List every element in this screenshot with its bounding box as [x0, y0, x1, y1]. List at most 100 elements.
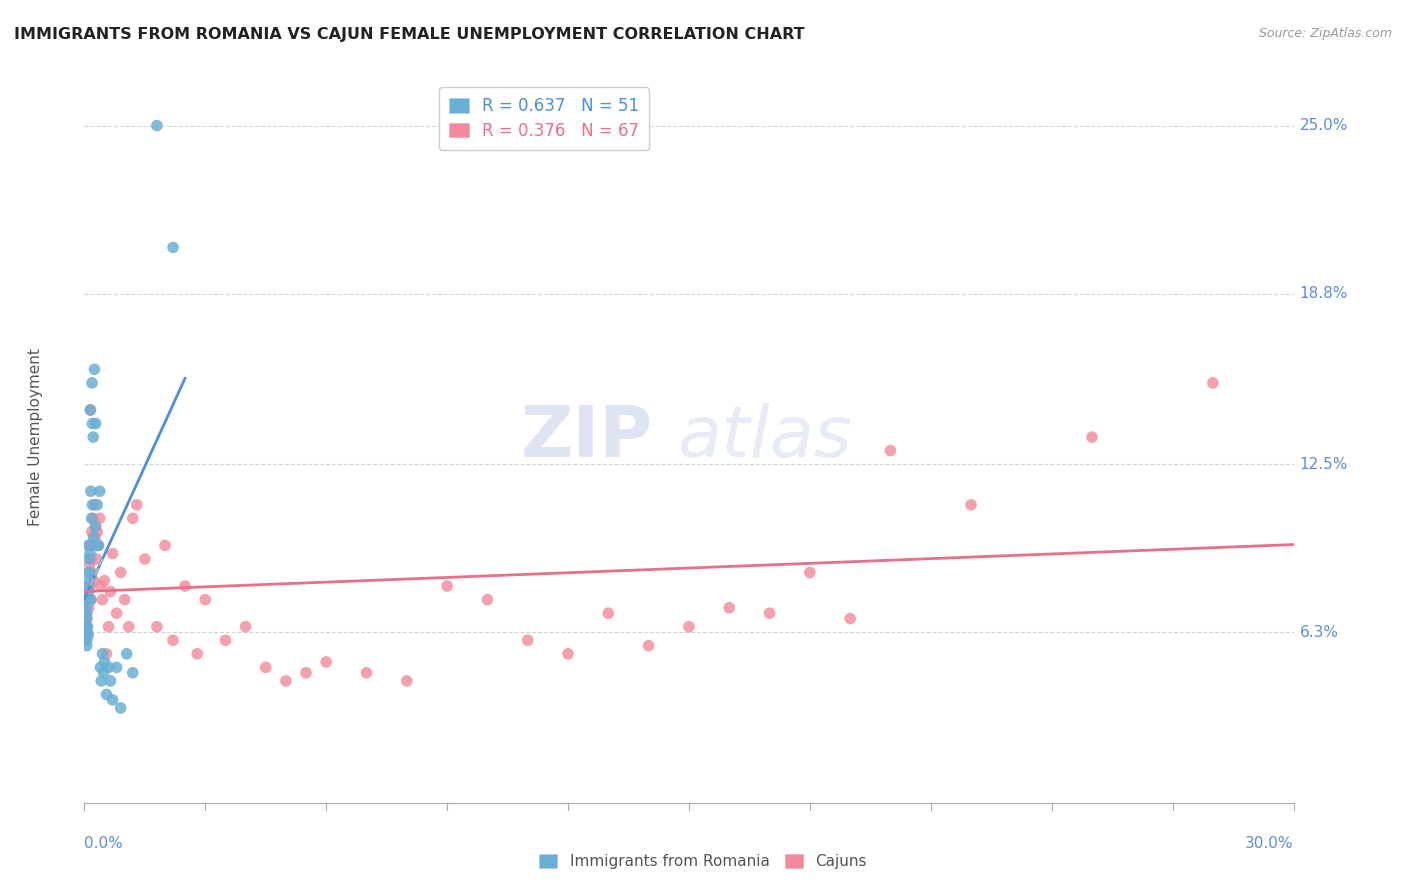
Point: [235, 620, 257, 634]
Point: [97, 660, 120, 674]
Point: [134, 552, 156, 566]
Point: [80, 511, 103, 525]
Point: [93, 574, 115, 588]
Point: [79, 403, 101, 417]
Text: ZIP: ZIP: [520, 402, 652, 472]
Point: [84, 530, 107, 544]
Point: [84, 519, 107, 533]
Point: [678, 620, 700, 634]
Point: [75, 620, 97, 634]
Point: [82, 417, 104, 431]
Point: [315, 655, 337, 669]
Point: [89, 579, 111, 593]
Point: [356, 665, 378, 680]
Point: [162, 240, 184, 254]
Point: [96, 688, 118, 702]
Point: [274, 673, 297, 688]
Point: [93, 655, 115, 669]
Legend: Immigrants from Romania, Cajuns: Immigrants from Romania, Cajuns: [533, 848, 873, 875]
Text: 6.3%: 6.3%: [1299, 624, 1339, 640]
Point: [110, 566, 132, 580]
Point: [80, 592, 103, 607]
Point: [79, 403, 101, 417]
Point: [75, 600, 97, 615]
Point: [637, 639, 659, 653]
Text: 12.5%: 12.5%: [1299, 457, 1348, 472]
Point: [76, 611, 98, 625]
Point: [799, 566, 821, 580]
Point: [598, 606, 620, 620]
Point: [75, 611, 97, 625]
Text: 25.0%: 25.0%: [1299, 118, 1348, 133]
Point: [79, 592, 101, 607]
Point: [76, 620, 98, 634]
Point: [75, 606, 97, 620]
Point: [395, 673, 418, 688]
Text: Source: ZipAtlas.com: Source: ZipAtlas.com: [1258, 27, 1392, 40]
Point: [477, 592, 499, 607]
Point: [162, 633, 184, 648]
Point: [76, 625, 98, 640]
Point: [76, 620, 98, 634]
Point: [105, 606, 128, 620]
Point: [76, 592, 98, 607]
Point: [718, 600, 741, 615]
Point: [79, 579, 101, 593]
Point: [146, 620, 169, 634]
Point: [77, 579, 100, 593]
Point: [80, 376, 103, 390]
Point: [75, 628, 97, 642]
Point: [76, 606, 98, 620]
Point: [89, 511, 111, 525]
Point: [118, 620, 141, 634]
Point: [110, 701, 132, 715]
Point: [93, 665, 115, 680]
Point: [77, 628, 100, 642]
Point: [960, 498, 983, 512]
Point: [101, 547, 124, 561]
Point: [77, 628, 100, 642]
Point: [91, 647, 114, 661]
Point: [83, 574, 105, 588]
Point: [90, 673, 112, 688]
Point: [214, 633, 236, 648]
Point: [77, 538, 100, 552]
Point: [76, 633, 98, 648]
Point: [254, 660, 277, 674]
Point: [82, 430, 104, 444]
Point: [295, 665, 318, 680]
Text: 30.0%: 30.0%: [1246, 836, 1294, 851]
Point: [194, 592, 217, 607]
Point: [100, 673, 122, 688]
Point: [76, 639, 98, 653]
Point: [121, 511, 143, 525]
Point: [174, 579, 197, 593]
Point: [91, 592, 114, 607]
Point: [557, 647, 579, 661]
Point: [76, 579, 98, 593]
Point: [1081, 430, 1104, 444]
Point: [80, 484, 103, 499]
Point: [86, 524, 108, 539]
Point: [125, 498, 148, 512]
Point: [121, 665, 143, 680]
Text: 18.8%: 18.8%: [1299, 286, 1348, 301]
Point: [436, 579, 458, 593]
Point: [82, 511, 104, 525]
Point: [100, 584, 122, 599]
Point: [146, 119, 169, 133]
Point: [82, 538, 104, 552]
Point: [80, 552, 103, 566]
Point: [77, 538, 100, 552]
Point: [87, 538, 110, 552]
Point: [105, 660, 128, 674]
Legend: R = 0.637   N = 51, R = 0.376   N = 67: R = 0.637 N = 51, R = 0.376 N = 67: [439, 87, 650, 150]
Point: [79, 566, 101, 580]
Point: [101, 693, 124, 707]
Point: [115, 647, 138, 661]
Point: [77, 574, 100, 588]
Point: [79, 547, 101, 561]
Point: [75, 620, 97, 634]
Point: [77, 566, 100, 580]
Point: [879, 443, 901, 458]
